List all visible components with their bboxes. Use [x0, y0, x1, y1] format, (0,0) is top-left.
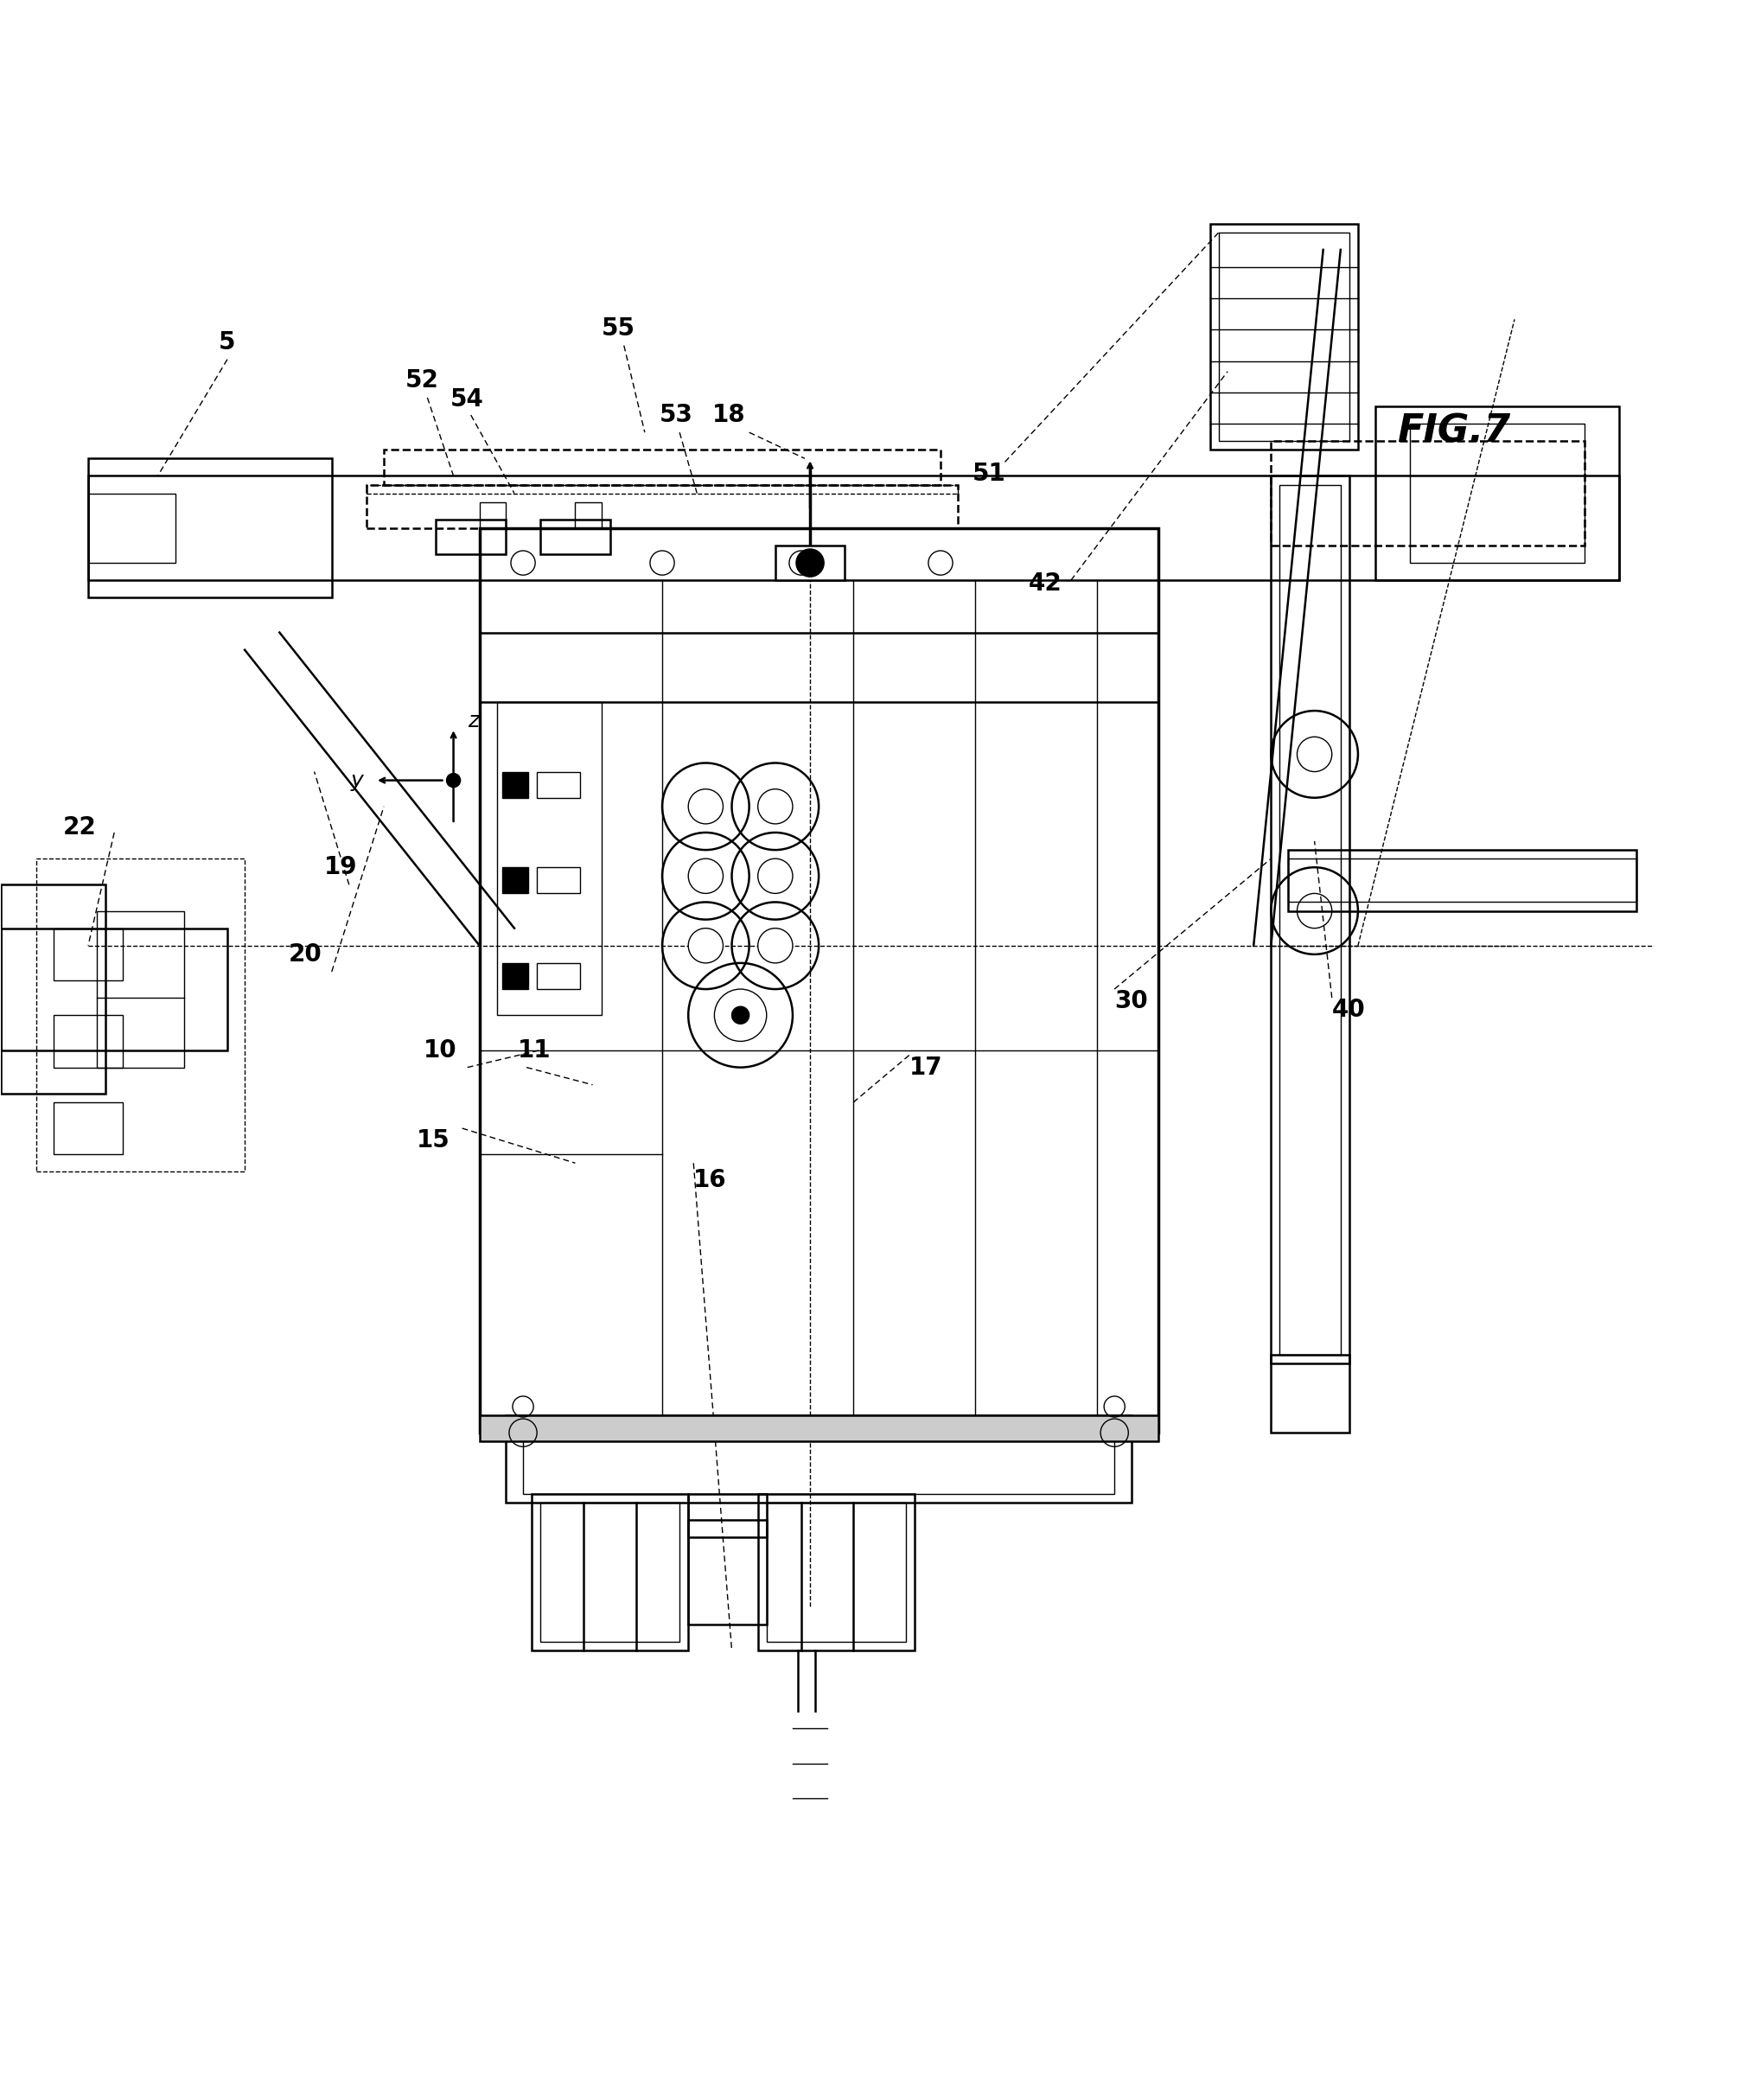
Text: 53: 53	[660, 403, 693, 426]
Text: 15: 15	[416, 1128, 449, 1153]
Bar	[1410, 424, 1583, 563]
Bar	[479, 527, 1158, 1432]
Text: 10: 10	[423, 1037, 456, 1063]
Text: 52: 52	[406, 367, 439, 393]
Text: 11: 11	[517, 1037, 550, 1063]
Bar	[97, 911, 185, 1067]
Bar	[540, 1501, 679, 1642]
Bar	[37, 859, 244, 1172]
Bar	[89, 477, 1617, 580]
Bar	[540, 519, 609, 554]
Bar	[522, 1424, 1114, 1493]
Bar	[1375, 405, 1617, 580]
Text: 54: 54	[451, 386, 484, 412]
Circle shape	[757, 928, 792, 964]
Bar	[688, 1520, 766, 1623]
Bar	[496, 701, 601, 1014]
Text: 22: 22	[63, 815, 96, 840]
Bar	[383, 449, 940, 485]
Text: 42: 42	[1027, 571, 1060, 596]
Bar	[501, 867, 528, 892]
Bar	[501, 771, 528, 798]
Bar	[1271, 1354, 1349, 1432]
Bar	[2, 928, 228, 1050]
Bar	[536, 964, 580, 989]
Text: 17: 17	[909, 1054, 942, 1079]
Bar	[775, 546, 844, 580]
Bar	[536, 867, 580, 892]
Bar	[54, 928, 124, 981]
Bar	[1210, 225, 1358, 449]
Bar	[1271, 477, 1349, 1363]
Text: 30: 30	[1114, 989, 1147, 1014]
Bar	[531, 1493, 688, 1651]
Text: 5: 5	[219, 330, 235, 355]
Circle shape	[731, 1006, 749, 1025]
Bar	[2, 884, 106, 1094]
Bar	[505, 1415, 1132, 1501]
Bar	[688, 1493, 766, 1537]
Bar	[1288, 859, 1635, 903]
Text: 18: 18	[712, 403, 745, 426]
Bar	[766, 1501, 905, 1642]
Text: y: y	[350, 771, 362, 792]
Text: 19: 19	[324, 855, 357, 880]
Bar	[435, 519, 505, 554]
Bar	[89, 458, 331, 598]
Bar	[366, 485, 958, 493]
Circle shape	[688, 859, 723, 892]
Circle shape	[757, 859, 792, 892]
Text: 51: 51	[971, 462, 1006, 487]
Circle shape	[446, 773, 460, 788]
Bar	[575, 502, 601, 527]
Bar	[1288, 851, 1635, 911]
Bar	[757, 1493, 914, 1651]
Text: FIG.7: FIG.7	[1396, 412, 1509, 449]
Circle shape	[757, 790, 792, 823]
Text: z: z	[467, 712, 479, 731]
Bar	[54, 1102, 124, 1155]
Circle shape	[688, 790, 723, 823]
Text: 40: 40	[1332, 997, 1365, 1023]
Bar	[1271, 441, 1583, 546]
Bar	[536, 771, 580, 798]
Bar	[1280, 485, 1341, 1354]
Bar	[501, 964, 528, 989]
Bar	[479, 1415, 1158, 1441]
Circle shape	[796, 548, 823, 578]
Text: 20: 20	[289, 943, 322, 966]
Text: 16: 16	[693, 1168, 726, 1193]
Bar	[89, 493, 176, 563]
Bar	[366, 485, 958, 527]
Bar	[479, 502, 505, 527]
Bar	[1219, 233, 1349, 441]
Circle shape	[688, 928, 723, 964]
Text: 55: 55	[602, 315, 635, 340]
Bar	[54, 1014, 124, 1067]
